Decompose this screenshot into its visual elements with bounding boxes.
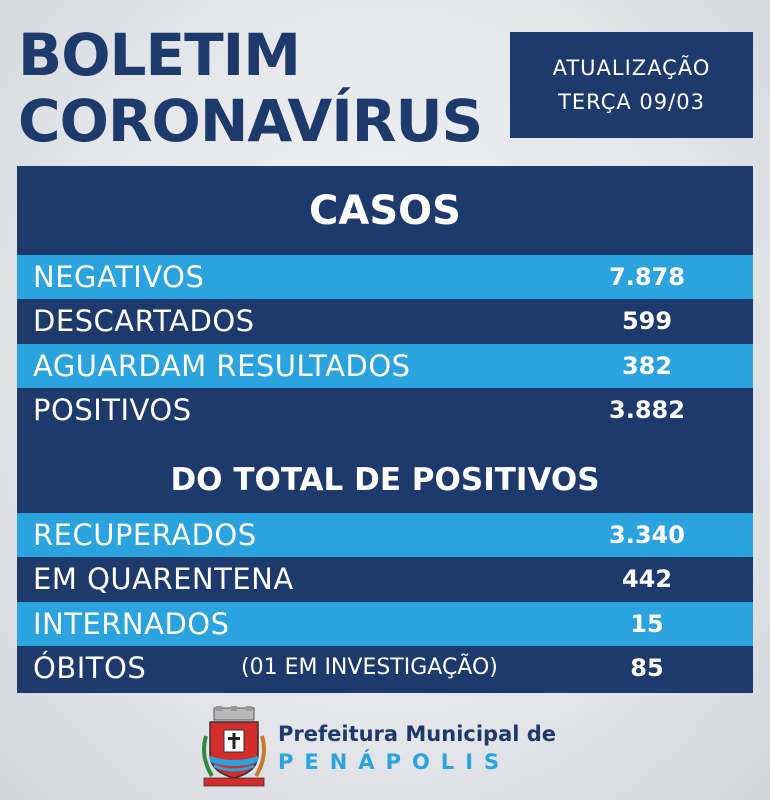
row-value: 85	[630, 654, 664, 682]
row-label: DESCARTADOS	[33, 304, 255, 338]
update-date: TERÇA 09/03	[558, 90, 705, 114]
update-label: ATUALIZAÇÃO	[552, 56, 711, 80]
row-label: ÓBITOS	[33, 651, 147, 685]
row-value: 7.878	[609, 263, 685, 291]
title-line-1: BOLETIM	[18, 21, 301, 89]
cases-heading: CASOS	[309, 188, 461, 234]
row-label: RECUPERADOS	[33, 518, 257, 552]
row-label: INTERNADOS	[33, 607, 230, 641]
row-label: NEGATIVOS	[33, 260, 205, 294]
org-name: Prefeitura Municipal de	[278, 722, 557, 746]
row-label: EM QUARENTENA	[33, 562, 294, 596]
footer-logo: Prefeitura Municipal de PENÁPOLIS	[200, 706, 560, 788]
row-descartados: DESCARTADOS 599	[17, 299, 753, 343]
row-positivos: POSITIVOS 3.882	[17, 388, 753, 432]
stats-panel: CASOS NEGATIVOS 7.878 DESCARTADOS 599 AG…	[17, 166, 753, 693]
row-label: AGUARDAM RESULTADOS	[33, 349, 411, 383]
municipal-coat-of-arms-icon	[202, 706, 266, 787]
row-value: 599	[621, 307, 673, 335]
row-internados: INTERNADOS 15	[17, 602, 753, 646]
row-em-quarentena: EM QUARENTENA 442	[17, 557, 753, 601]
row-value: 3.882	[609, 396, 685, 424]
row-label: POSITIVOS	[33, 393, 192, 427]
update-box: ATUALIZAÇÃO TERÇA 09/03	[510, 32, 753, 138]
row-aguardam-resultados: AGUARDAM RESULTADOS 382	[17, 344, 753, 388]
positives-heading: DO TOTAL DE POSITIVOS	[170, 462, 600, 498]
row-value: 3.340	[609, 521, 685, 549]
title-line-2: CORONAVÍRUS	[18, 87, 483, 155]
row-negativos: NEGATIVOS 7.878	[17, 255, 753, 299]
city-name: PENÁPOLIS	[278, 750, 511, 774]
row-obitos: ÓBITOS (01 EM INVESTIGAÇÃO) 85	[17, 646, 753, 690]
row-recuperados: RECUPERADOS 3.340	[17, 513, 753, 557]
row-value: 442	[621, 565, 673, 593]
bulletin-title: BOLETIM CORONAVÍRUS	[18, 21, 483, 155]
row-value: 15	[630, 610, 664, 638]
row-note: (01 EM INVESTIGAÇÃO)	[241, 655, 498, 680]
row-value: 382	[621, 352, 673, 380]
